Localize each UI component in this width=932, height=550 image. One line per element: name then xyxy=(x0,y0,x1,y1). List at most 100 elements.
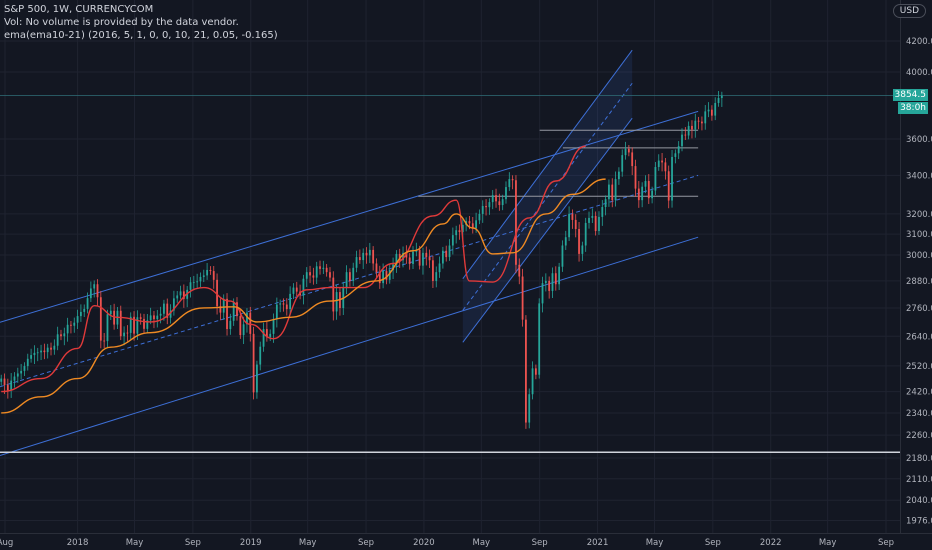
candle-body xyxy=(471,223,474,229)
candle-body xyxy=(309,272,311,276)
candle-body xyxy=(40,350,42,353)
currency-button[interactable]: USD xyxy=(892,4,926,18)
candle-body xyxy=(26,358,29,367)
y-tick-label: 3600.0 xyxy=(906,135,932,145)
candle-body xyxy=(129,316,132,333)
candle-body xyxy=(461,224,464,233)
y-tick-label: 2180.0 xyxy=(906,454,932,464)
candle-body xyxy=(23,366,26,371)
candle-body xyxy=(33,352,36,356)
countdown-tag: 38:0h xyxy=(898,101,928,114)
candle-body xyxy=(451,235,454,246)
candle-body xyxy=(3,378,6,386)
candle-body xyxy=(56,334,59,346)
candle-body xyxy=(226,298,228,330)
candle-body xyxy=(113,310,116,325)
candle-body xyxy=(681,134,683,147)
candle-body xyxy=(445,250,448,258)
candle-body xyxy=(269,333,272,338)
candle-body xyxy=(70,324,72,326)
candle-body xyxy=(289,293,292,310)
candle-body xyxy=(63,333,66,337)
candle-body xyxy=(172,298,175,311)
channel-line xyxy=(462,49,633,280)
candle-body xyxy=(664,162,667,172)
candle-body xyxy=(608,184,610,200)
candle-body xyxy=(714,102,717,116)
candle-body xyxy=(20,370,23,374)
candle-body xyxy=(189,282,192,290)
candle-body xyxy=(481,206,484,214)
x-tick-label: May xyxy=(646,538,664,548)
candle-body xyxy=(219,306,222,313)
candle-body xyxy=(279,303,282,305)
candle-body xyxy=(704,111,707,124)
candle-body xyxy=(578,229,580,254)
candle-body xyxy=(256,364,258,393)
y-tick-label: 3100.0 xyxy=(906,230,932,240)
candle-body xyxy=(525,319,527,423)
candle-body xyxy=(206,269,209,276)
candle-body xyxy=(455,230,458,236)
candle-body xyxy=(259,346,262,365)
candle-body xyxy=(352,267,355,281)
candle-body xyxy=(146,320,149,329)
indicator-title[interactable]: ema(ema10-21) (2016, 5, 1, 0, 0, 10, 21,… xyxy=(4,30,278,41)
candle-body xyxy=(236,302,238,317)
candle-body xyxy=(60,334,62,337)
x-tick-label: Sep xyxy=(358,538,374,548)
candle-body xyxy=(534,368,537,375)
candle-body xyxy=(488,202,491,208)
x-tick-label: Sep xyxy=(705,538,721,548)
chart-legend: S&P 500, 1W, CURRENCYCOM Vol: No volume … xyxy=(4,3,278,42)
candle-body xyxy=(518,264,521,277)
candle-body xyxy=(598,216,600,232)
candle-body xyxy=(196,281,199,283)
candle-body xyxy=(126,332,129,334)
candle-body xyxy=(478,213,481,221)
channel-line xyxy=(0,236,699,456)
candle-body xyxy=(209,269,212,272)
x-tick-label: May xyxy=(473,538,491,548)
candle-body xyxy=(89,288,92,299)
ema-layer xyxy=(1,145,606,414)
symbol-title[interactable]: S&P 500, 1W, CURRENCYCOM xyxy=(4,4,154,15)
candle-body xyxy=(428,257,431,261)
candle-body xyxy=(285,304,288,310)
candle-body xyxy=(365,252,368,256)
candle-body xyxy=(505,187,507,200)
candle-body xyxy=(395,253,398,265)
y-tick-label: 2260.0 xyxy=(906,431,932,441)
candle-body xyxy=(50,347,52,350)
candle-body xyxy=(73,322,76,326)
candle-body xyxy=(468,221,471,224)
candle-body xyxy=(398,253,401,261)
y-tick-label: 2340.0 xyxy=(906,409,932,419)
candle-body xyxy=(614,179,617,201)
candle-body xyxy=(176,295,179,299)
candle-body xyxy=(408,257,411,264)
candle-body xyxy=(581,245,584,254)
candle-body xyxy=(657,160,660,168)
candle-body xyxy=(720,95,723,98)
candle-body xyxy=(501,199,504,206)
chart-grid xyxy=(0,0,900,533)
candle-body xyxy=(594,215,597,232)
candle-body xyxy=(667,171,670,201)
candle-body xyxy=(93,284,96,289)
candle-body xyxy=(372,249,375,264)
candle-body xyxy=(232,302,235,321)
candle-body xyxy=(701,121,703,124)
y-tick-label: 3000.0 xyxy=(906,251,932,261)
candle-body xyxy=(119,310,122,337)
candle-body xyxy=(624,148,627,156)
candle-body xyxy=(76,316,79,323)
candle-body xyxy=(265,329,268,338)
candle-body xyxy=(312,275,315,278)
ema-fast-line xyxy=(1,145,586,393)
candle-body xyxy=(707,109,710,112)
candle-body xyxy=(10,380,13,391)
candle-body xyxy=(584,222,587,246)
candle-body xyxy=(651,190,654,199)
